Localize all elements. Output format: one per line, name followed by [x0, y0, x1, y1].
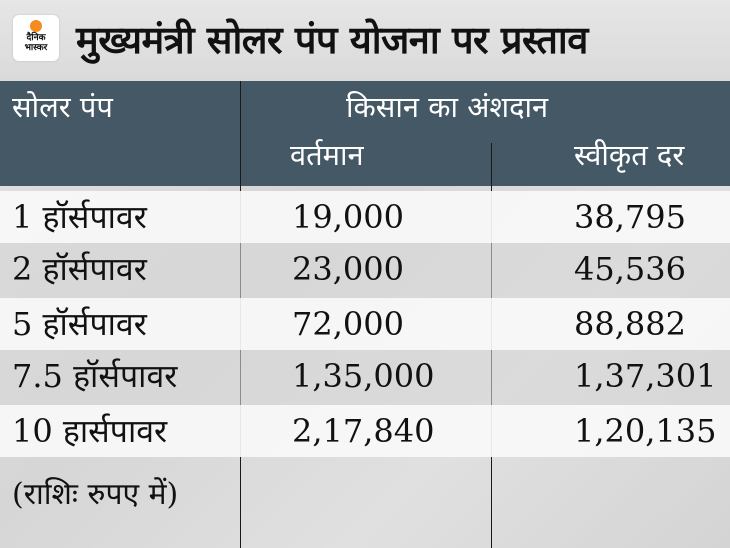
header-solar-pump: सोलर पंप — [12, 90, 113, 124]
header-farmer-contribution: किसान का अंशदान — [346, 90, 549, 124]
title-bar: दैनिक भास्कर मुख्यमंत्री सोलर पंप योजना … — [0, 0, 730, 81]
approved-cell: 1,20,135 — [574, 412, 717, 450]
approved-cell: 1,37,301 — [574, 357, 717, 395]
amount-note: (राशिः रुपए में) — [12, 477, 179, 512]
current-cell: 72,000 — [292, 305, 404, 343]
current-cell: 2,17,840 — [292, 412, 435, 450]
table-row: 5 हॉर्सपावर 72,000 88,882 — [0, 298, 730, 350]
header-current: वर्तमान — [290, 138, 364, 172]
table-header: सोलर पंप किसान का अंशदान वर्तमान स्वीकृत… — [0, 81, 730, 186]
logo-line-1: दैनिक — [26, 33, 46, 43]
current-cell: 1,35,000 — [292, 357, 435, 395]
current-cell: 23,000 — [292, 250, 404, 288]
pump-cell: 2 हॉर्सपावर — [12, 250, 147, 288]
logo-line-2: भास्कर — [24, 43, 48, 53]
pump-cell: 10 हार्सपावर — [12, 412, 168, 450]
header-approved-rate: स्वीकृत दर — [574, 138, 685, 172]
page-title: मुख्यमंत्री सोलर पंप योजना पर प्रस्ताव — [76, 18, 588, 62]
pump-cell: 7.5 हॉर्सपावर — [12, 357, 178, 395]
table-row: 7.5 हॉर्सपावर 1,35,000 1,37,301 — [0, 350, 730, 405]
dainik-bhaskar-logo: दैनिक भास्कर — [13, 15, 59, 61]
table-row: 10 हार्सपावर 2,17,840 1,20,135 — [0, 405, 730, 457]
approved-cell: 45,536 — [574, 250, 686, 288]
approved-cell: 88,882 — [574, 305, 686, 343]
table-row: 1 हॉर्सपावर 19,000 38,795 — [0, 191, 730, 243]
table-body: 1 हॉर्सपावर 19,000 38,795 2 हॉर्सपावर 23… — [0, 191, 730, 457]
approved-cell: 38,795 — [574, 198, 686, 236]
current-cell: 19,000 — [292, 198, 404, 236]
table-row: 2 हॉर्सपावर 23,000 45,536 — [0, 243, 730, 298]
pump-cell: 1 हॉर्सपावर — [12, 198, 147, 236]
sun-dot-icon — [30, 20, 42, 32]
pump-cell: 5 हॉर्सपावर — [12, 305, 147, 343]
